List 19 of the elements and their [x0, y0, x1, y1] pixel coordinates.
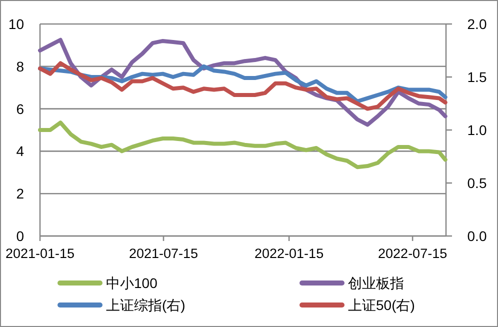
y2-tick-label: 1.5 — [467, 69, 487, 85]
legend-label: 创业板指 — [348, 275, 404, 291]
y-tick-label: 2 — [16, 186, 24, 202]
y2-tick-label: 2.0 — [467, 16, 487, 32]
y2-tick-label: 0.0 — [467, 228, 487, 244]
legend-label: 中小100 — [106, 275, 158, 291]
legend-label: 上证综指(右) — [106, 297, 186, 313]
y-tick-label: 10 — [8, 16, 24, 32]
y-tick-label: 4 — [16, 143, 24, 160]
y-tick-label: 6 — [16, 100, 24, 117]
y2-tick-label: 0.5 — [467, 175, 487, 191]
y2-tick-label: 1.0 — [467, 122, 487, 138]
x-tick-label: 2021-07-15 — [128, 246, 198, 261]
y-tick-label: 8 — [16, 58, 24, 74]
legend-label: 上证50(右) — [348, 297, 415, 313]
x-tick-label: 2021-01-15 — [5, 246, 75, 261]
x-tick-label: 2022-01-15 — [254, 246, 324, 261]
y-tick-label: 0 — [16, 228, 24, 244]
x-tick-label: 2022-07-15 — [378, 246, 448, 261]
